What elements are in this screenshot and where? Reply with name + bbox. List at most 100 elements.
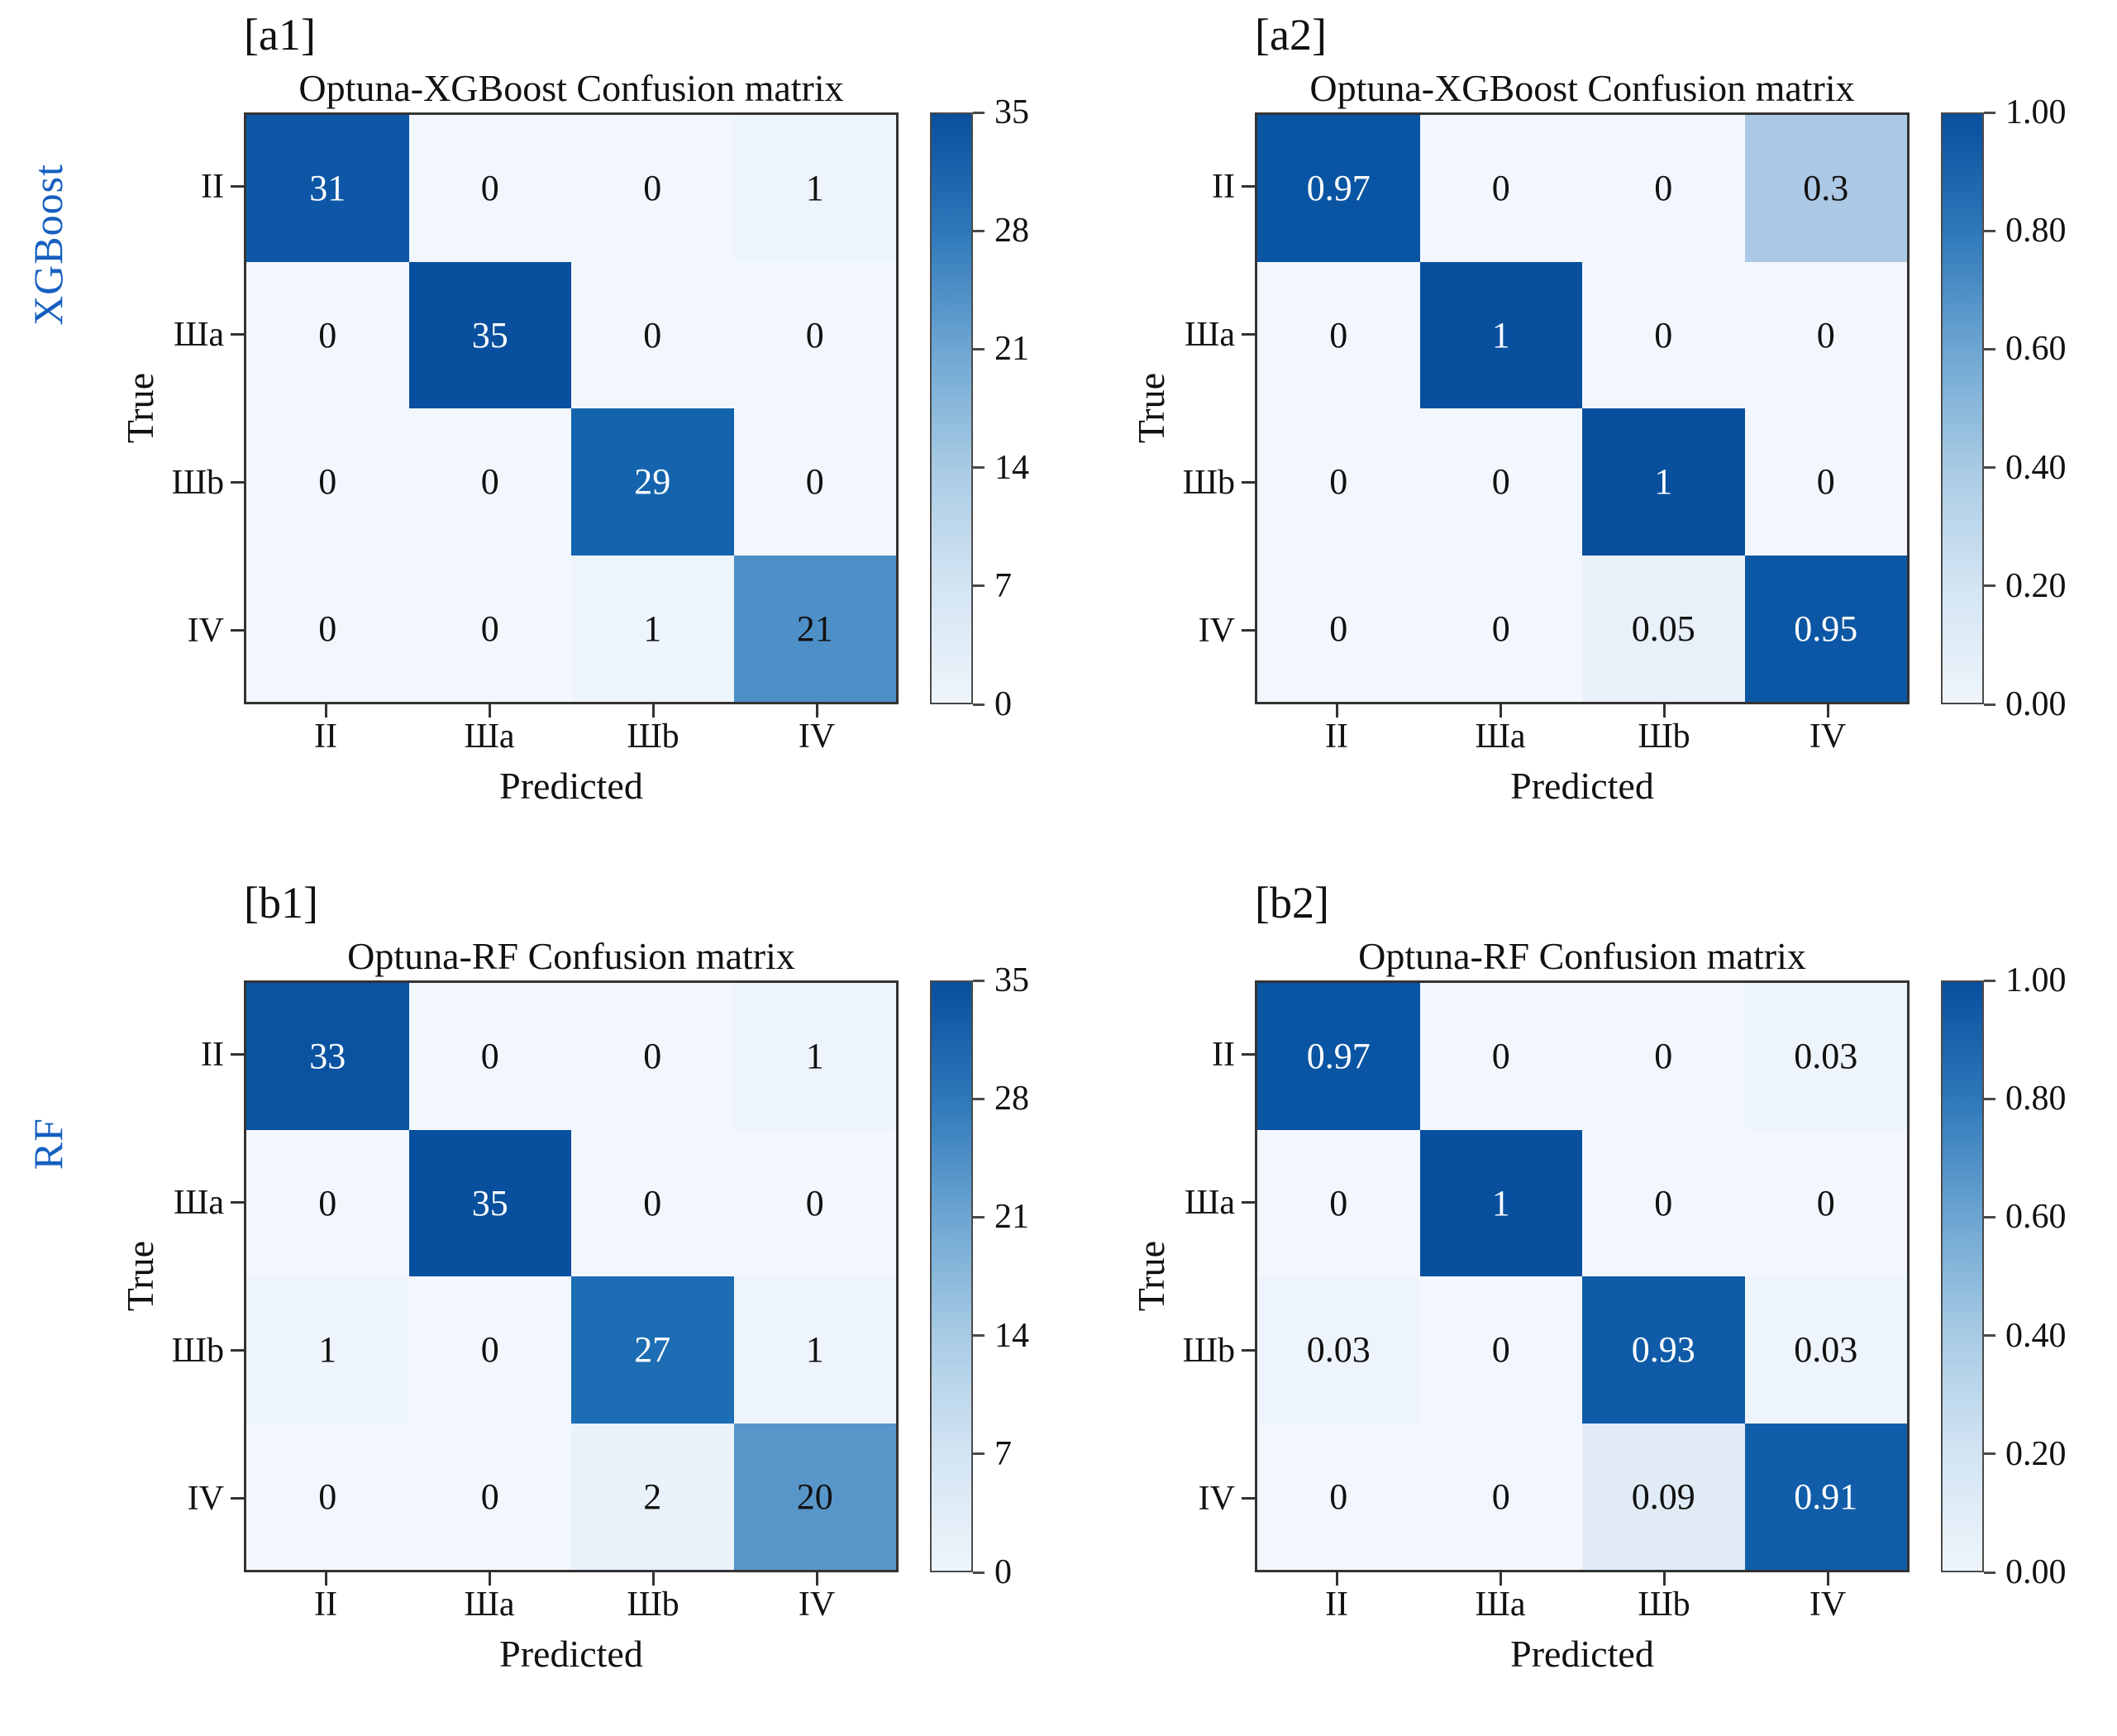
confusion-cell-value: 0 xyxy=(1329,1476,1348,1517)
confusion-cell: 0 xyxy=(408,1276,571,1424)
colorbar-tick-mark xyxy=(1984,229,1995,232)
confusion-cell-value: 0 xyxy=(318,608,337,649)
confusion-cell-value: 1 xyxy=(805,1329,824,1371)
x-tick-mark xyxy=(488,704,491,718)
confusion-cell: 1 xyxy=(246,1276,409,1424)
y-tick-mark xyxy=(231,629,244,632)
y-tick-label: II xyxy=(201,1035,224,1074)
confusion-cell: 0.03 xyxy=(1744,983,1907,1130)
y-axis-label-wrap: True xyxy=(118,980,161,1572)
y-tick-mark xyxy=(1242,481,1255,484)
y-axis-label: True xyxy=(118,373,161,444)
confusion-cell: 0.05 xyxy=(1582,555,1745,702)
x-tick-label: Шb xyxy=(627,1586,679,1624)
y-tick: Шa xyxy=(161,260,244,408)
colorbar-tick-mark xyxy=(1984,584,1995,588)
confusion-cell-value: 0 xyxy=(318,1182,337,1223)
confusion-cell: 31 xyxy=(246,115,409,262)
x-tick: Шa xyxy=(408,1572,571,1625)
x-ticks: II Шa Шb IV xyxy=(244,704,899,757)
panel-a1: [a1] Optuna-XGBoost Confusion matrix True I… xyxy=(95,0,1106,868)
x-tick: Шa xyxy=(408,704,571,757)
x-tick-label: IV xyxy=(798,718,836,756)
x-tick-mark xyxy=(1499,1572,1502,1586)
x-tick: Шb xyxy=(571,1572,735,1625)
colorbar-tick-mark xyxy=(1984,1097,1995,1100)
colorbar xyxy=(1941,980,1984,1572)
confusion-cell-value: 0 xyxy=(1491,1036,1510,1077)
plot-area: True II Шa Шb IV 0.97 0 0 0.3 0 1 0 0 0 0 1 0 0 0 0.05 0.95 1… xyxy=(1106,93,2117,723)
confusion-cell-value: 0 xyxy=(480,1476,499,1517)
panel-title: Optuna-RF Confusion matrix xyxy=(347,935,795,977)
confusion-cell: 0 xyxy=(1582,983,1745,1130)
y-tick: II xyxy=(161,112,244,260)
y-tick-mark xyxy=(1242,1349,1255,1352)
confusion-cell-value: 1 xyxy=(1491,1182,1510,1223)
panel-tag: [a2] xyxy=(1255,10,1327,60)
x-ticks: II Шa Шb IV xyxy=(1255,1572,1910,1625)
x-tick-mark xyxy=(1662,704,1666,718)
colorbar-tick-label: 1.00 xyxy=(2005,93,2067,131)
y-tick-mark xyxy=(1242,1201,1255,1204)
confusion-cell: 0 xyxy=(408,1423,571,1570)
confusion-cell: 0.97 xyxy=(1257,983,1420,1130)
y-tick-label: Шb xyxy=(171,463,224,502)
confusion-cell-value: 0 xyxy=(1816,1182,1835,1223)
confusion-cell: 27 xyxy=(571,1276,734,1424)
colorbar-tick-label: 14 xyxy=(994,448,1029,487)
x-tick-label: Шa xyxy=(1475,718,1526,756)
confusion-cell-value: 0 xyxy=(480,1329,499,1371)
x-tick-mark xyxy=(1499,704,1502,718)
y-tick-label: IV xyxy=(187,1479,224,1518)
panel-title: Optuna-XGBoost Confusion matrix xyxy=(298,67,844,109)
confusion-cell-value: 33 xyxy=(309,1036,346,1077)
y-tick: IV xyxy=(1172,1424,1255,1572)
confusion-cell-value: 0.97 xyxy=(1306,168,1371,209)
confusion-cell: 0 xyxy=(1257,1423,1420,1570)
confusion-cell-value: 0 xyxy=(480,168,499,209)
x-tick: II xyxy=(244,1572,408,1625)
colorbar-tick-mark xyxy=(1984,1571,1995,1574)
confusion-cell: 0 xyxy=(571,983,734,1130)
confusion-cell: 35 xyxy=(408,1129,571,1276)
confusion-cell: 1 xyxy=(733,115,896,262)
x-tick: II xyxy=(1255,704,1418,757)
x-tick: Шb xyxy=(1582,704,1746,757)
confusion-cell-value: 0.93 xyxy=(1631,1329,1695,1371)
confusion-cell-value: 0 xyxy=(643,168,662,209)
x-axis-label: Predicted xyxy=(1510,1633,1654,1675)
colorbar-ticks: 35 28 21 14 7 0 xyxy=(973,93,1097,723)
y-tick-label: II xyxy=(201,167,224,206)
panel-b1: [b1] Optuna-RF Confusion matrix True II Шa Шb… xyxy=(95,868,1106,1736)
x-tick-mark xyxy=(651,704,655,718)
confusion-cell-value: 0 xyxy=(1654,1182,1673,1223)
confusion-cell-value: 0 xyxy=(480,1036,499,1077)
colorbar-tick-mark xyxy=(1984,1334,1995,1338)
colorbar-tick-mark xyxy=(973,347,985,351)
x-tick: IV xyxy=(735,1572,899,1625)
confusion-cell-value: 0 xyxy=(643,314,662,355)
colorbar-tick-mark xyxy=(1984,1215,1995,1219)
colorbar-tick-mark xyxy=(973,1215,985,1219)
x-tick: IV xyxy=(735,704,899,757)
confusion-cell-value: 0.3 xyxy=(1803,168,1849,209)
colorbar-tick-label: 0.40 xyxy=(2005,1316,2067,1355)
panel-tag: [a1] xyxy=(244,10,316,60)
confusion-cell: 33 xyxy=(246,983,409,1130)
y-tick-label: IV xyxy=(1198,611,1235,650)
confusion-cell: 0 xyxy=(246,261,409,408)
colorbar-tick-mark xyxy=(973,229,985,232)
confusion-cell-value: 0.97 xyxy=(1306,1036,1371,1077)
confusion-cell-value: 0.95 xyxy=(1794,608,1858,649)
confusion-cell: 0 xyxy=(1257,408,1420,556)
plot-area: True II Шa Шb IV 31 0 0 1 0 35 0 0 0 0 29 0 0 0 1 21 35 28 21 14… xyxy=(95,93,1106,723)
confusion-cell: 0 xyxy=(1744,408,1907,556)
confusion-cell-value: 0 xyxy=(1816,461,1835,503)
y-ticks: II Шa Шb IV xyxy=(161,980,244,1572)
confusion-cell: 35 xyxy=(408,261,571,408)
y-tick-mark xyxy=(1242,185,1255,188)
colorbar-tick-label: 35 xyxy=(994,961,1029,999)
confusion-cell: 0.09 xyxy=(1582,1423,1745,1570)
panel-title: Optuna-RF Confusion matrix xyxy=(1358,935,1806,977)
colorbar-tick-label: 1.00 xyxy=(2005,961,2067,999)
